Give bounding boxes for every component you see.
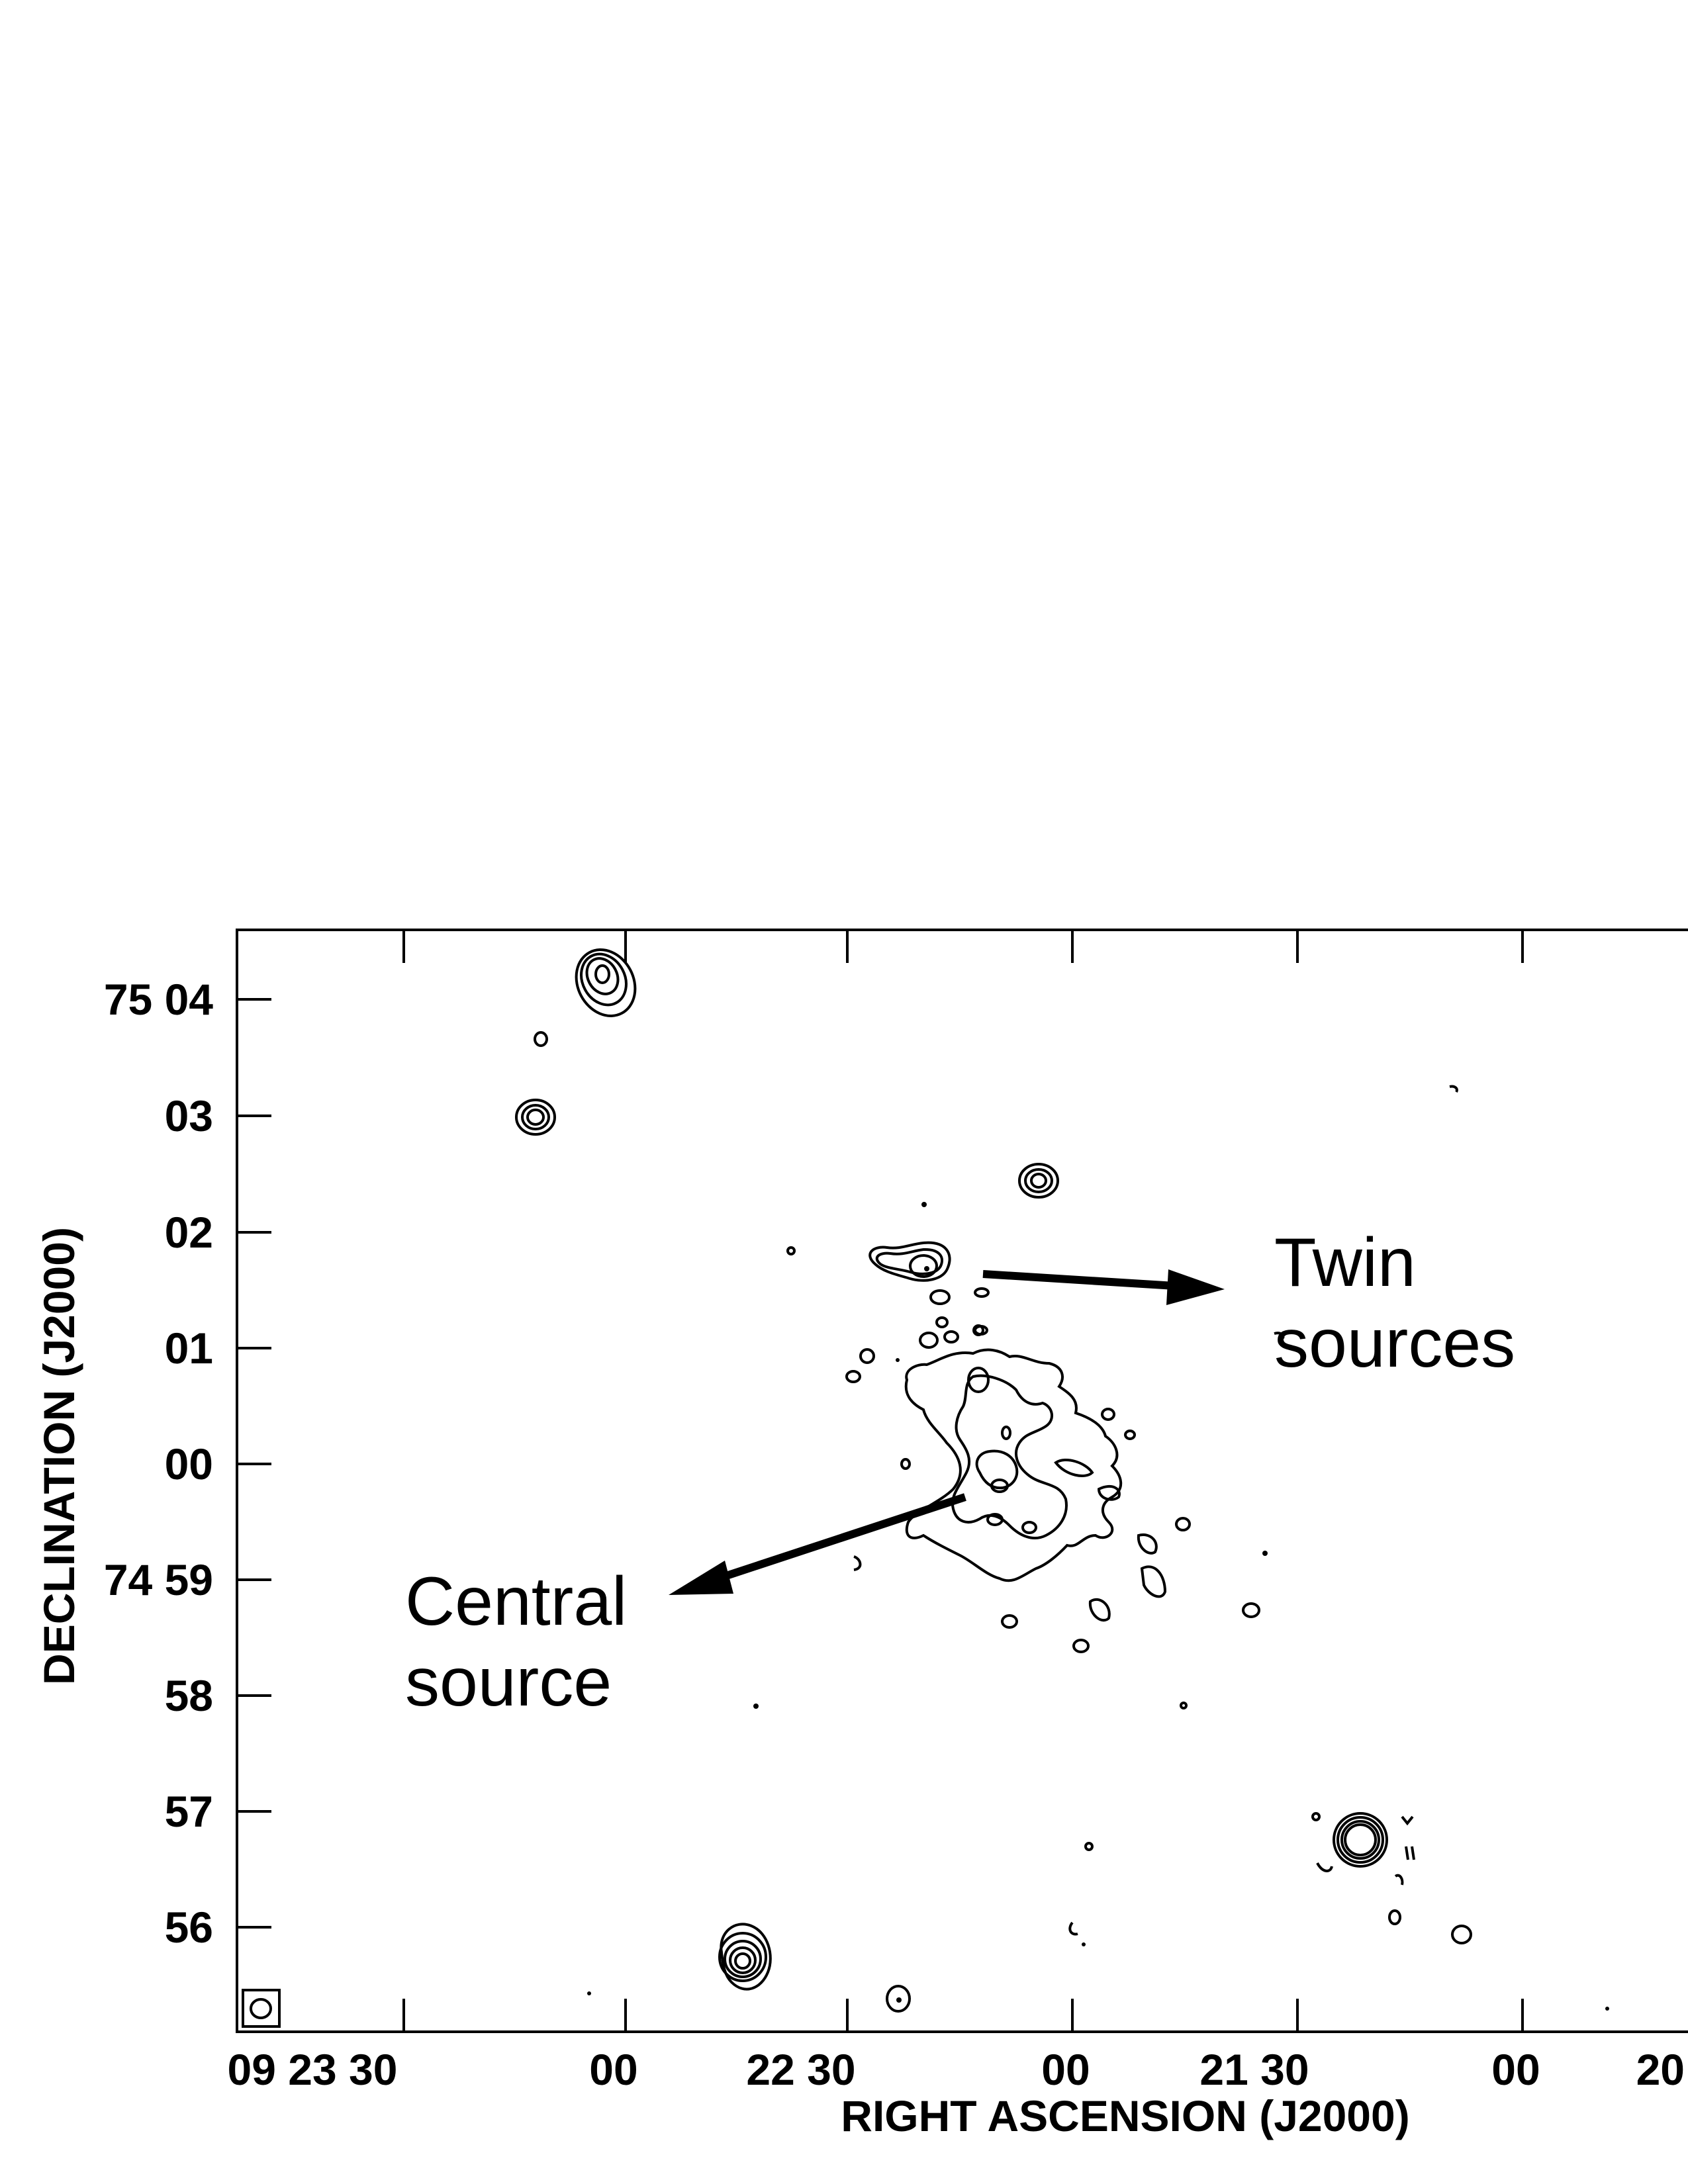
source-bottom — [718, 1923, 772, 1991]
source-top-left — [575, 948, 637, 1017]
y-axis-title: DECLINATION (J2000) — [34, 1227, 83, 1685]
central-label-line1: Central — [405, 1563, 627, 1640]
y-tick-label: 00 — [165, 1439, 213, 1488]
x-axis-ticks — [402, 930, 1524, 2032]
source-compact — [515, 1099, 556, 1136]
y-tick-label: 03 — [165, 1091, 213, 1140]
y-tick-label: 74 59 — [104, 1555, 213, 1604]
beam-marker — [242, 1989, 281, 2028]
x-tick-label: 21 30 — [1199, 2045, 1309, 2094]
x-tick-label: 09 23 30 — [228, 2045, 398, 2094]
x-tick-label: 00 — [589, 2045, 637, 2094]
y-tick-label: 56 — [165, 1903, 213, 1952]
source-compact — [1018, 1163, 1059, 1199]
twin-label-line1: Twin — [1274, 1224, 1416, 1301]
y-tick-label: 57 — [165, 1787, 213, 1836]
source-bright — [1311, 1812, 1472, 1944]
twin-arrow — [982, 1269, 1225, 1305]
y-axis-ticks — [237, 998, 271, 1929]
x-tick-label: 00 — [1041, 2045, 1090, 2094]
x-tick-label: 20 — [1636, 2045, 1685, 2094]
y-tick-label: 01 — [165, 1324, 213, 1373]
central-source — [845, 1287, 1260, 1653]
y-tick-label: 75 04 — [104, 975, 213, 1024]
y-tick-label: 02 — [165, 1208, 213, 1257]
x-tick-label: 22 30 — [746, 2045, 855, 2094]
noise-contours — [587, 1085, 1609, 2011]
plot-frame — [236, 929, 1688, 2033]
y-tick-label: 58 — [165, 1671, 213, 1720]
x-tick-label: 00 — [1491, 2045, 1540, 2094]
x-axis-title: RIGHT ASCENSION (J2000) — [841, 2091, 1409, 2140]
central-label-line2: source — [405, 1644, 612, 1721]
source-small — [886, 1985, 911, 2013]
central-arrow — [669, 1493, 966, 1595]
twin-label-line2: sources — [1274, 1305, 1515, 1382]
twin-sources — [868, 1241, 951, 1282]
source-small — [534, 1031, 548, 1047]
